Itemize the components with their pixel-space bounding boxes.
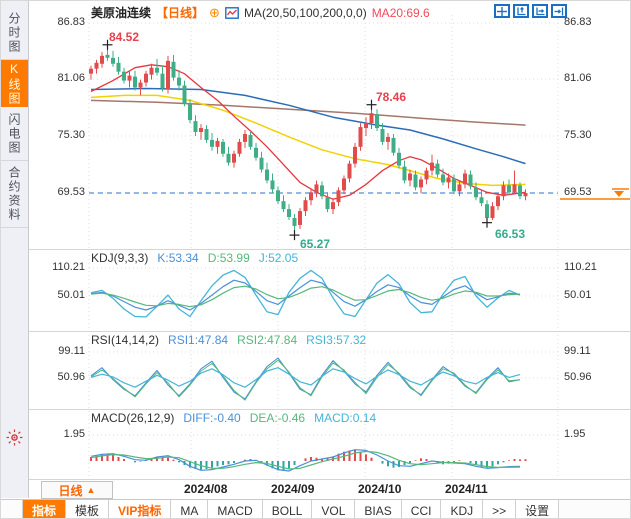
kline-chart-icon[interactable] xyxy=(225,6,239,19)
tab-label: MACD xyxy=(217,503,253,518)
price-tick-left: 75.30 xyxy=(57,129,85,141)
price-tick-right: 75.30 xyxy=(564,129,592,141)
date-label: 2024/08 xyxy=(184,482,228,496)
circle-plus-icon[interactable]: ⊕ xyxy=(209,4,220,20)
macd-tick-left: 1.95 xyxy=(63,428,85,440)
tab-template[interactable]: 模板 xyxy=(66,500,110,518)
panel-divider[interactable] xyxy=(29,331,630,332)
tab-label: 指标 xyxy=(32,504,57,518)
tab-label: BIAS xyxy=(364,503,392,518)
price-tick-left: 81.06 xyxy=(57,72,85,84)
tab-macd[interactable]: MACD xyxy=(208,500,263,518)
kdj-name: KDJ(9,3,3) xyxy=(91,251,149,265)
panel-divider[interactable] xyxy=(29,249,630,250)
tab-label: MA xyxy=(180,503,199,518)
kdj-k-value: K:53.34 xyxy=(157,251,199,265)
tab-label: 模板 xyxy=(75,504,100,518)
macd-tick-right: 1.95 xyxy=(564,428,586,440)
sidebar-tab-label: 合约资料 xyxy=(7,166,21,222)
period-arrow-icon: ▲ xyxy=(86,485,96,495)
tab-label: BOLL xyxy=(271,503,303,518)
rsi2-value: RSI2:47.84 xyxy=(237,333,298,347)
symbol-title: 美原油连续 xyxy=(91,6,152,20)
chart-toolbar xyxy=(494,4,567,18)
tab-more[interactable]: >> xyxy=(483,500,517,518)
kdj-tick-right: 110.21 xyxy=(564,261,597,273)
price-tick-left: 86.83 xyxy=(57,16,85,28)
ma20-value-label: MA20:69.6 xyxy=(371,5,430,20)
tab-cci[interactable]: CCI xyxy=(401,500,442,518)
chart-header: 美原油连续 【日线】 ⊕ MA(20,50,100,200,0,0) MA20:… xyxy=(91,4,430,21)
shift-right-icon[interactable] xyxy=(551,4,567,18)
sidebar-tab-kline[interactable]: K线图 xyxy=(1,60,28,107)
rsi-header[interactable]: RSI(14,14,2) RSI1:47.84 RSI2:47.84 RSI3:… xyxy=(91,333,366,347)
panel-divider xyxy=(29,479,630,480)
xaxis-row: 日线 ▲ 2024/08 2024/09 2024/10 2024/11 xyxy=(29,480,630,499)
sidebar-tab-label: 闪电图 xyxy=(7,113,21,155)
tab-bias[interactable]: BIAS xyxy=(355,500,402,518)
period-label: 日线 xyxy=(58,483,83,498)
rsi-name: RSI(14,14,2) xyxy=(91,333,160,347)
tab-vol[interactable]: VOL xyxy=(312,500,356,518)
rsi3-value: RSI3:57.32 xyxy=(306,333,367,347)
ma-settings-label[interactable]: MA(20,50,100,200,0,0) xyxy=(243,5,367,20)
period-selector[interactable]: 日线 ▲ xyxy=(41,481,113,499)
tab-label: CCI xyxy=(410,503,432,518)
tab-kdj[interactable]: KDJ xyxy=(441,500,484,518)
tab-label: >> xyxy=(492,503,507,518)
rsi-tick-left: 50.96 xyxy=(57,371,85,383)
tab-ma[interactable]: MA xyxy=(171,500,209,518)
price-tick-left: 69.53 xyxy=(57,186,85,198)
date-label: 2024/09 xyxy=(271,482,315,496)
rsi-tick-right: 50.96 xyxy=(564,371,592,383)
tab-boll[interactable]: BOLL xyxy=(262,500,313,518)
macd-name: MACD(26,12,9) xyxy=(91,411,175,425)
kdj-tick-left: 50.01 xyxy=(57,289,85,301)
tab-settings[interactable]: 设置 xyxy=(516,500,560,518)
annotation-high1: 84.52 xyxy=(109,30,140,44)
tab-vip-indicator[interactable]: VIP指标 xyxy=(109,500,172,518)
sidebar-tab-timeshare[interactable]: 分时图 xyxy=(1,7,28,60)
tab-label: VIP指标 xyxy=(118,504,162,518)
kdj-tick-right: 50.01 xyxy=(564,289,592,301)
macd-header[interactable]: MACD(26,12,9) DIFF:-0.40 DEA:-0.46 MACD:… xyxy=(91,411,376,425)
kdj-j-value: J:52.05 xyxy=(258,251,299,265)
tab-label: KDJ xyxy=(450,503,474,518)
kdj-tick-left: 110.21 xyxy=(52,261,85,273)
macd-macd-value: MACD:0.14 xyxy=(314,411,377,425)
rsi-tick-right: 99.11 xyxy=(564,345,591,357)
annotation-high2: 78.46 xyxy=(376,90,407,104)
alarm-sun-icon[interactable] xyxy=(6,429,23,446)
period-tag[interactable]: 【日线】 xyxy=(156,6,205,20)
indicator-tabbar: 指标 模板 VIP指标 MA MACD BOLL VOL BIAS CCI KD… xyxy=(1,499,630,518)
sidebar-tab-label: K线图 xyxy=(7,61,21,106)
panel-divider[interactable] xyxy=(29,409,630,410)
tab-indicator[interactable]: 指标 xyxy=(22,500,67,518)
zoom-horizontal-axis-icon[interactable] xyxy=(532,4,548,18)
sidebar-tab-contract-info[interactable]: 合约资料 xyxy=(1,161,28,228)
date-label: 2024/11 xyxy=(445,482,488,496)
annotation-low2: 66.53 xyxy=(495,227,526,241)
rsi1-value: RSI1:47.84 xyxy=(168,333,229,347)
last-price-label: 69.53 xyxy=(564,186,592,198)
sidebar-tab-lightning[interactable]: 闪电图 xyxy=(1,108,28,161)
zoom-vertical-axis-icon[interactable] xyxy=(513,4,529,18)
left-sidebar: 分时图 K线图 闪电图 合约资料 xyxy=(1,1,29,498)
sidebar-tab-label: 分时图 xyxy=(7,12,21,54)
macd-diff-value: DIFF:-0.40 xyxy=(183,411,241,425)
annotation-low1: 65.27 xyxy=(300,237,331,251)
price-tick-right: 86.83 xyxy=(564,16,592,28)
rsi-tick-left: 99.11 xyxy=(58,345,85,357)
pan-crosshair-icon[interactable] xyxy=(494,4,510,18)
tab-label: 设置 xyxy=(525,504,550,518)
kdj-d-value: D:53.99 xyxy=(207,251,250,265)
date-label: 2024/10 xyxy=(358,482,402,496)
price-tick-right: 81.06 xyxy=(564,72,592,84)
macd-dea-value: DEA:-0.46 xyxy=(249,411,306,425)
kdj-header[interactable]: KDJ(9,3,3) K:53.34 D:53.99 J:52.05 xyxy=(91,251,298,265)
tab-label: VOL xyxy=(321,503,346,518)
